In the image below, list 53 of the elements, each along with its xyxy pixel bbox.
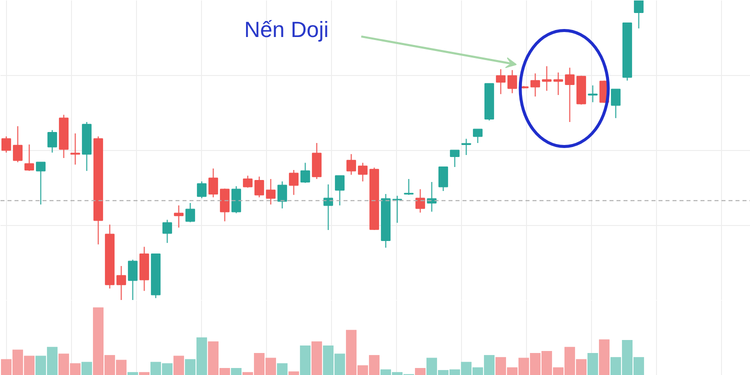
candlestick (404, 178, 414, 196)
bar (300, 346, 311, 375)
candlestick (530, 72, 540, 97)
candlestick (346, 154, 356, 176)
candlestick (231, 186, 242, 214)
candlestick (610, 88, 621, 119)
candlestick (174, 204, 184, 228)
candlestick (36, 162, 46, 205)
candlestick (185, 202, 196, 223)
candlestick (472, 128, 483, 144)
candlestick (24, 144, 34, 172)
candlestick (288, 170, 299, 196)
candlestick (116, 266, 126, 300)
candlestick (450, 150, 460, 168)
candlestick (461, 138, 472, 156)
bar (276, 363, 288, 375)
candlestick (1, 136, 12, 154)
bar (288, 371, 300, 375)
candlestick (334, 175, 345, 206)
bar (138, 372, 150, 375)
bar (81, 362, 92, 375)
candlestick (254, 176, 264, 198)
candlestick (312, 142, 322, 180)
candlestick (358, 162, 368, 182)
candlestick (507, 70, 518, 94)
bar (414, 368, 426, 375)
candlestick (220, 188, 230, 222)
candlestick (496, 68, 506, 95)
annotation: Nến Doji (244, 17, 329, 42)
candlestick (564, 67, 575, 122)
candlestick (277, 180, 288, 209)
candlestick (542, 66, 552, 92)
candlestick (634, 0, 644, 29)
candlestick (162, 219, 172, 244)
candlestick (323, 184, 334, 230)
candlestick (208, 168, 218, 198)
candlestick (47, 130, 58, 154)
candlestick (70, 132, 80, 166)
bar (311, 341, 322, 375)
candlestick (266, 178, 276, 205)
bar (587, 353, 598, 375)
bar (173, 356, 184, 375)
bar (127, 372, 138, 375)
candlestick (128, 259, 138, 300)
candlestick (415, 188, 426, 214)
bar (230, 368, 242, 375)
candlestick (438, 166, 448, 192)
bar (598, 339, 610, 375)
candlestick (300, 162, 310, 184)
candlestick (553, 72, 564, 96)
candlestick (12, 126, 23, 163)
candlestick (196, 180, 207, 199)
candlestick (588, 84, 598, 103)
